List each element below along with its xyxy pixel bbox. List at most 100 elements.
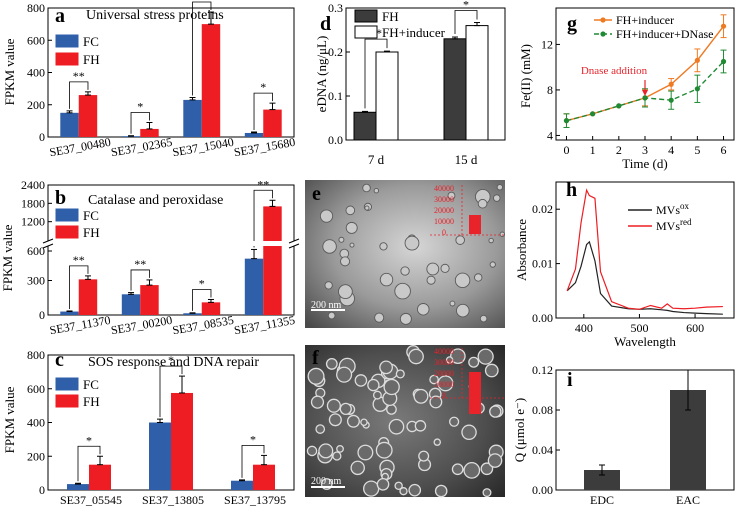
vesicle <box>306 445 318 457</box>
panel-g-x-tick-label: 0 <box>563 143 569 157</box>
panel-c-category-label: SE37_13795 <box>224 493 286 507</box>
panel-c-significance-1-label: * <box>168 353 174 367</box>
micrograph-f: f 40000 30000 20000 10000 0 200 nm <box>305 345 505 498</box>
panel-letter-i: i <box>567 369 573 391</box>
vesicle <box>388 418 405 435</box>
panel-h-legend-label-0: MVsox <box>656 201 690 217</box>
vesicle <box>332 451 342 461</box>
panel-b-significance-2-label: * <box>199 276 205 290</box>
panel-a-ylabel: FPKM value <box>2 38 17 105</box>
vesicle <box>400 266 410 276</box>
panel-d-category-label: 7 d <box>368 152 385 167</box>
vesicle <box>310 395 325 409</box>
panel-c-y-tick-label: 400 <box>27 416 45 430</box>
vesicle <box>326 398 341 413</box>
vesicle <box>440 263 450 273</box>
panel-b-legend-fc-swatch <box>55 208 79 222</box>
micrograph-e-scale-label: 200 nm <box>311 300 342 311</box>
panel-b-bar-fc-1 <box>121 294 141 315</box>
panel-b-bar-fc-3 <box>244 258 264 315</box>
panel-i-axes <box>555 369 735 491</box>
vesicle <box>489 261 496 268</box>
vesicle <box>468 356 480 368</box>
vesicle <box>367 378 380 392</box>
panel-b-y-tick-label: 1200 <box>21 215 45 229</box>
vesicle <box>307 367 325 385</box>
panel-letter-d: d <box>320 13 331 35</box>
vesicle <box>456 303 470 318</box>
vesicle <box>379 242 388 251</box>
vesicle <box>376 477 390 491</box>
panel-c-significance-2 <box>241 445 265 478</box>
panel-i-y-tick-label: 0.04 <box>532 443 553 457</box>
panel-c-bar-fh-0 <box>89 464 111 490</box>
vesicle <box>336 444 344 453</box>
vesicle <box>399 487 408 496</box>
panel-g-point-0-5 <box>694 57 700 63</box>
panel-a-significance-2 <box>192 1 212 96</box>
panel-b-bar-fh-0 <box>78 279 98 315</box>
panel-a-bar-fh-2 <box>201 24 221 137</box>
panel-a-legend-fc-swatch <box>55 34 79 48</box>
vesicle <box>345 205 356 216</box>
vesicle <box>324 281 333 290</box>
vesicle <box>404 235 420 251</box>
vesicle <box>325 357 338 370</box>
panel-c-category-label: SE37_13805 <box>142 493 204 507</box>
panel-a-category-label: SE37_15680 <box>233 135 297 160</box>
panel-c-legend-fc-label: FC <box>83 377 99 392</box>
profile-tick-label: 40000 <box>434 347 454 356</box>
vesicle <box>328 413 342 427</box>
panel-g-x-tick-label: 6 <box>721 143 727 157</box>
vesicle <box>362 183 371 193</box>
profile-bar <box>469 215 481 234</box>
vesicle <box>379 360 393 375</box>
profile-tick-label: 30000 <box>434 195 454 204</box>
micrograph-e-image <box>305 180 505 328</box>
panel-h-x-tick-label: 400 <box>575 321 593 335</box>
vesicle <box>360 418 368 426</box>
panel-g-y-tick-label: 12 <box>541 37 553 51</box>
panel-d-bar-0-0 <box>353 111 377 141</box>
panel-c-significance-0 <box>77 445 101 482</box>
panel-h-x-tick-label: 500 <box>630 321 648 335</box>
panel-a-significance-3 <box>253 92 273 131</box>
panel-c-y-tick-label: 600 <box>27 382 45 396</box>
panel-b-ylabel: FPKM value <box>0 224 15 291</box>
vesicle <box>479 314 488 323</box>
vesicle <box>482 488 492 498</box>
panel-d-y-tick-label: 0.0 <box>328 133 343 147</box>
vesicle <box>340 256 351 267</box>
vesicle <box>489 405 502 418</box>
panel-b-significance-1 <box>130 269 150 291</box>
panel-a-y-tick-label: 600 <box>27 33 45 47</box>
panel-b-y-tick-label: 300 <box>27 274 45 288</box>
panel-b-bar-fc-2 <box>183 313 202 315</box>
panel-d-ylabel: eDNA (ng/μL) <box>314 36 329 113</box>
vesicle <box>480 462 494 476</box>
panel-g-ylabel: Fe(II) (mM) <box>518 44 533 108</box>
panel-a-significance-0 <box>69 81 89 109</box>
vesicle <box>454 272 471 289</box>
panel-b-significance-0 <box>69 265 89 309</box>
panel-a-legend-fh-label: FH <box>83 52 100 67</box>
panel-b-significance-0-label: ** <box>73 253 85 267</box>
panel-b-significance-1-label: ** <box>134 257 146 271</box>
panel-a-legend-fh-swatch <box>55 52 79 66</box>
panel-g-x-tick-label: 2 <box>616 143 622 157</box>
panel-d-significance-1-label: * <box>463 0 469 12</box>
panel-b-significance-2 <box>192 289 212 311</box>
panel-h-line-0 <box>566 240 723 315</box>
vesicle <box>417 303 430 316</box>
panel-h-ylabel: Absorbance <box>514 219 529 281</box>
panel-h-legend-sup-0: ox <box>680 201 690 211</box>
vesicle <box>372 390 382 400</box>
profile-bar <box>469 372 481 414</box>
vesicle <box>318 443 334 459</box>
vesicle <box>374 312 385 323</box>
panel-letter-b: b <box>55 187 66 209</box>
vesicle <box>429 395 443 409</box>
panel-c-y-tick-label: 800 <box>27 348 45 362</box>
panel-c-bar-fc-0 <box>67 484 89 490</box>
